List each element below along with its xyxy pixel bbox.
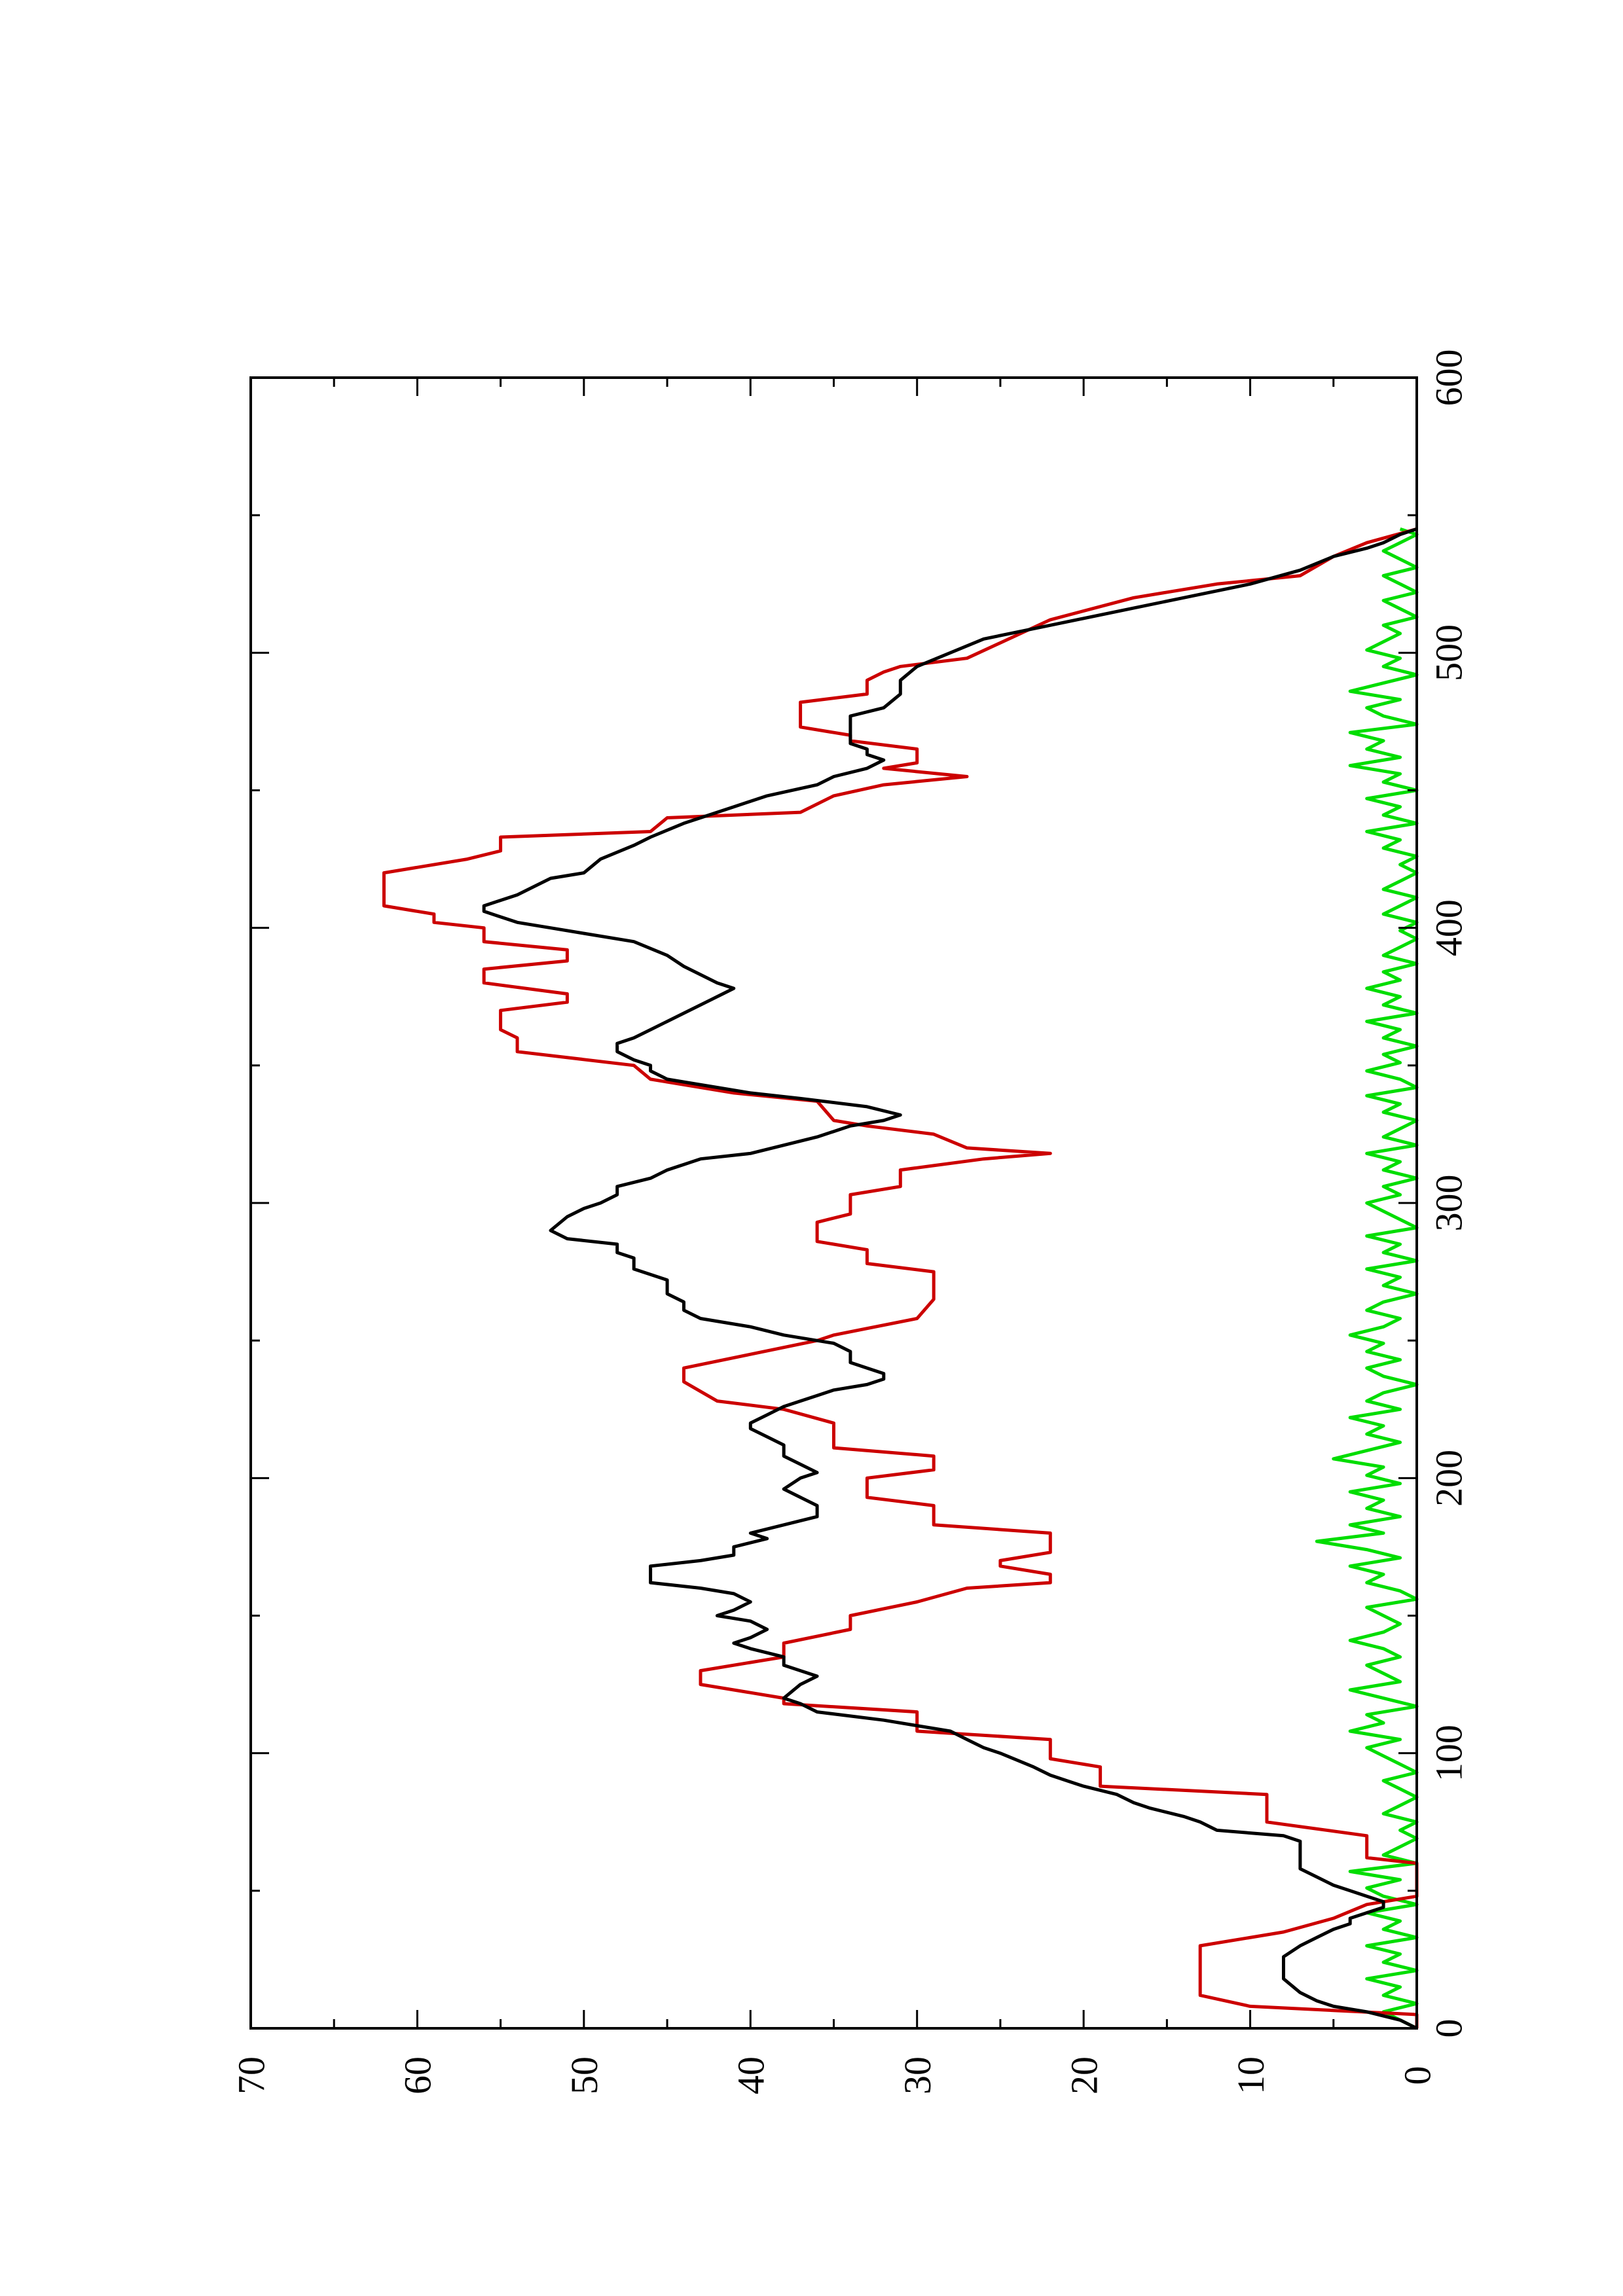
x-tick-label: 500 — [1427, 624, 1470, 681]
y-tick-label: 50 — [563, 2056, 606, 2094]
y-tick-label: 10 — [1230, 2056, 1272, 2094]
series-line-0 — [382, 527, 1419, 2028]
x-tick-label: 600 — [1427, 350, 1470, 406]
series-layer — [382, 527, 1419, 2030]
series-line-1 — [482, 527, 1418, 2030]
y-tick-label: 30 — [896, 2056, 939, 2094]
plot-group: 0 100 200 300 400 500 600 0 10 20 30 40 50 60 70 — [230, 350, 1470, 2095]
y-tick-label: 0 — [1396, 2066, 1438, 2085]
y-tick-label: 40 — [730, 2056, 773, 2094]
ticks-layer: 0 100 200 300 400 500 600 0 10 20 30 40 50 60 70 — [230, 350, 1470, 2095]
x-tick-label: 300 — [1427, 1175, 1470, 1232]
series-line-2 — [1315, 527, 1419, 2030]
y-tick-label: 60 — [397, 2056, 439, 2094]
x-tick-label: 400 — [1427, 899, 1470, 956]
y-tick-label: 20 — [1063, 2056, 1105, 2094]
x-tick-label: 200 — [1427, 1450, 1470, 1507]
x-tick-label: 100 — [1427, 1725, 1470, 1782]
y-tick-label: 70 — [230, 2056, 272, 2094]
plot-frame — [249, 376, 1418, 2030]
x-tick-label: 0 — [1427, 2019, 1470, 2038]
